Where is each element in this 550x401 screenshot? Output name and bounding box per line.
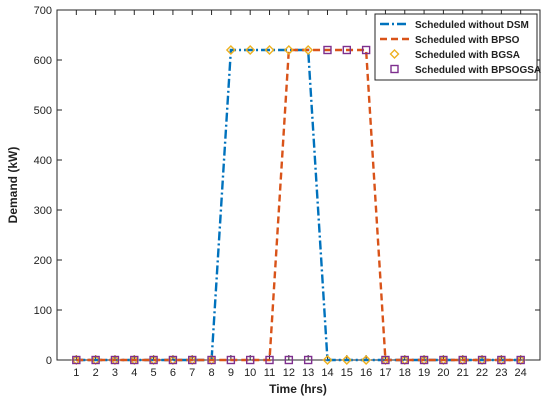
data-point bbox=[110, 355, 120, 365]
y-tick-label: 400 bbox=[34, 155, 52, 167]
x-tick-label: 3 bbox=[112, 367, 118, 379]
data-point bbox=[516, 355, 525, 365]
x-tick-label: 20 bbox=[437, 367, 449, 379]
x-tick-label: 5 bbox=[151, 367, 157, 379]
data-point bbox=[497, 355, 506, 365]
legend-marker bbox=[390, 64, 399, 74]
data-point bbox=[303, 45, 314, 55]
data-point bbox=[458, 355, 467, 365]
x-tick-label: 19 bbox=[418, 367, 430, 379]
data-point bbox=[284, 355, 294, 365]
legend-entry: Scheduled with BPSO bbox=[415, 35, 520, 46]
data-point bbox=[149, 355, 158, 365]
y-tick-label: 600 bbox=[34, 55, 52, 67]
data-point bbox=[130, 355, 139, 365]
legend-entry: Scheduled without DSM bbox=[415, 20, 529, 31]
x-tick-label: 9 bbox=[228, 367, 234, 379]
legend-entry: Scheduled with BGSA bbox=[415, 50, 520, 61]
data-point bbox=[477, 355, 487, 365]
y-axis-label: Demand (kW) bbox=[6, 147, 20, 224]
legend: Scheduled without DSM Scheduled with BPSO… bbox=[374, 13, 541, 81]
x-tick-label: 21 bbox=[457, 367, 469, 379]
x-tick-label: 1 bbox=[73, 367, 79, 379]
x-tick-label: 18 bbox=[399, 367, 411, 379]
data-point bbox=[303, 355, 313, 365]
x-tick-label: 2 bbox=[93, 367, 99, 379]
data-point bbox=[439, 355, 448, 365]
data-point bbox=[323, 45, 332, 55]
y-axis: 0 100 200 300 400 500 600 700 bbox=[34, 5, 540, 367]
x-axis: 1 2 3 4 5 6 7 8 9 10 11 12 13 14 15 16 17 18 19 20 21 22 23 24 bbox=[73, 10, 527, 379]
legend-entry: Scheduled with BPSOGSA bbox=[415, 65, 541, 76]
legend-marker bbox=[389, 49, 400, 59]
y-tick-label: 300 bbox=[34, 205, 52, 217]
x-tick-label: 16 bbox=[360, 367, 372, 379]
data-point bbox=[188, 355, 197, 365]
x-axis-label: Time (hrs) bbox=[269, 382, 327, 396]
y-tick-label: 500 bbox=[34, 105, 52, 117]
data-point bbox=[400, 355, 409, 365]
data-point bbox=[265, 355, 274, 365]
y-tick-label: 700 bbox=[34, 5, 52, 17]
data-point bbox=[245, 45, 256, 55]
data-point bbox=[381, 355, 390, 365]
data-point bbox=[341, 355, 352, 365]
x-tick-label: 6 bbox=[170, 367, 176, 379]
data-point bbox=[361, 355, 372, 365]
y-tick-label: 0 bbox=[46, 355, 52, 367]
y-tick-label: 100 bbox=[34, 305, 52, 317]
data-point bbox=[361, 45, 371, 55]
x-tick-label: 11 bbox=[264, 367, 275, 379]
x-tick-label: 13 bbox=[302, 367, 314, 379]
x-tick-label: 22 bbox=[476, 367, 488, 379]
data-point bbox=[245, 355, 255, 365]
data-point bbox=[91, 355, 100, 365]
data-point bbox=[72, 355, 81, 365]
data-point bbox=[226, 355, 236, 365]
x-tick-label: 7 bbox=[189, 367, 195, 379]
x-tick-label: 10 bbox=[244, 367, 256, 379]
x-tick-label: 4 bbox=[131, 367, 137, 379]
data-point bbox=[168, 355, 178, 365]
x-tick-label: 8 bbox=[208, 367, 214, 379]
data-point bbox=[419, 355, 429, 365]
x-tick-label: 12 bbox=[283, 367, 295, 379]
x-tick-label: 14 bbox=[321, 367, 333, 379]
x-tick-label: 24 bbox=[515, 367, 527, 379]
series-layer bbox=[71, 45, 526, 365]
data-point bbox=[322, 355, 333, 365]
series-4 bbox=[72, 45, 525, 365]
x-tick-label: 17 bbox=[379, 367, 391, 379]
data-point bbox=[342, 45, 351, 55]
x-tick-label: 15 bbox=[341, 367, 353, 379]
data-point bbox=[283, 45, 294, 55]
y-tick-label: 200 bbox=[34, 255, 52, 267]
data-point bbox=[207, 355, 216, 365]
data-point bbox=[264, 45, 275, 55]
data-point bbox=[225, 45, 236, 55]
x-tick-label: 23 bbox=[495, 367, 507, 379]
